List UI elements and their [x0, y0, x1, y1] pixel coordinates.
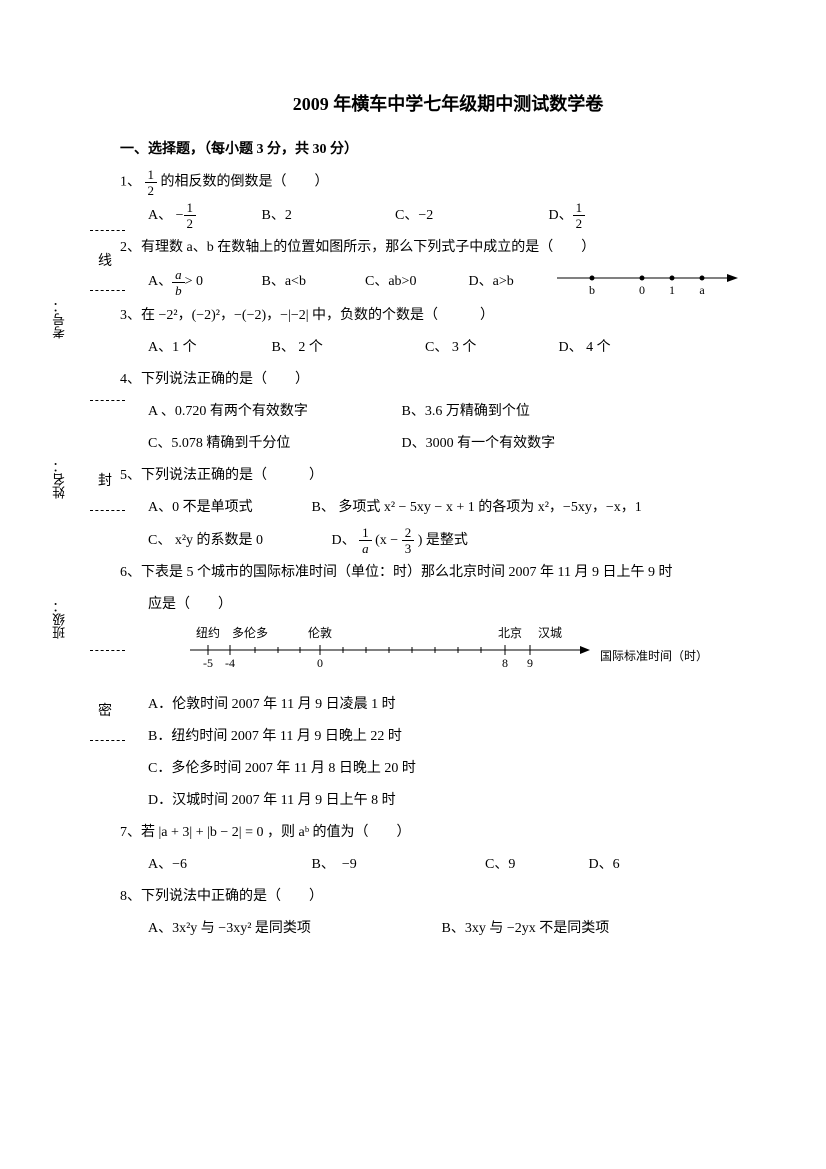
section-1-title: 一、选择题，（每小题 3 分，共 30 分）	[120, 138, 776, 158]
fraction-two-thirds: 23	[402, 526, 415, 555]
svg-text:-5: -5	[203, 656, 213, 670]
q2-stem: 2、有理数 a、b 在数轴上的位置如图所示，那么下列式子中成立的是（ ）	[120, 240, 595, 255]
q5-D-pre: D、	[332, 527, 356, 555]
svg-text:1: 1	[669, 283, 675, 297]
timeline-q6: 纽约 多伦多 伦敦 北京 汉城 -5 -4 0 8	[180, 625, 776, 685]
q8-A: A、3x²y 与 −3xy² 是同类项	[148, 915, 438, 943]
q7-C: C、9	[485, 851, 585, 879]
q2-D: D、a>b	[469, 268, 539, 296]
q5-D-post: ) 是整式	[418, 527, 468, 555]
svg-text:0: 0	[639, 283, 645, 297]
question-7: 7、若 |a + 3| + |b − 2| = 0 ，则 aᵇ 的值为（ ）	[120, 819, 776, 847]
fraction-one-a: 1a	[359, 526, 372, 555]
q6-A: A．伦敦时间 2007 年 11 月 9 日凌晨 1 时	[120, 691, 776, 719]
q7-D: D、6	[589, 851, 620, 879]
q5-B: B、 多项式 x² − 5xy − x + 1 的各项为 x²，−5xy，−x，…	[312, 494, 642, 522]
q1-C: C、−2	[395, 202, 545, 230]
svg-text:多伦多: 多伦多	[232, 625, 268, 640]
q2-A-post: > 0	[185, 268, 203, 296]
svg-text:a: a	[699, 283, 705, 297]
question-4: 4、下列说法正确的是（ ）	[120, 366, 776, 394]
q2-B: B、a<b	[262, 268, 362, 296]
question-3: 3、在 −2²，(−2)²，−(−2)，−|−2| 中，负数的个数是（ ）	[120, 302, 776, 330]
q5-options-row1: A、0 不是单项式 B、 多项式 x² − 5xy − x + 1 的各项为 x…	[120, 494, 776, 522]
q1-stem-pre: 1、	[120, 175, 141, 190]
q3-C: C、 3 个	[425, 334, 555, 362]
q1-B: B、2	[262, 202, 392, 230]
svg-text:9: 9	[527, 656, 533, 670]
q1-stem-post: 的相反数的倒数是（ ）	[161, 175, 329, 190]
q8-B: B、3xy 与 −2yx 不是同类项	[442, 915, 610, 943]
q6-B: B．纽约时间 2007 年 11 月 9 日晚上 22 时	[120, 723, 776, 751]
q5-D-mid: (x −	[375, 527, 398, 555]
svg-text:纽约: 纽约	[196, 625, 220, 640]
q2-C: C、ab>0	[365, 268, 465, 296]
q8-options: A、3x²y 与 −3xy² 是同类项 B、3xy 与 −2yx 不是同类项	[120, 915, 776, 943]
fraction-half-a: 12	[184, 201, 197, 230]
q3-B: B、 2 个	[272, 334, 422, 362]
svg-text:北京: 北京	[498, 626, 522, 640]
svg-text:0: 0	[317, 656, 323, 670]
svg-text:国际标准时间（时）: 国际标准时间（时）	[600, 649, 700, 663]
q6-stem2: 应是（ ）	[120, 591, 776, 619]
exam-title: 2009 年横车中学七年级期中测试数学卷	[120, 90, 776, 116]
q4-B: B、3.6 万精确到个位	[402, 398, 530, 426]
q5-C: C、 x²y 的系数是 0	[148, 527, 328, 555]
q2-A-pre: A、	[148, 268, 172, 296]
q1-D: D、	[549, 202, 573, 230]
question-1: 1、 12 的相反数的倒数是（ ）	[120, 168, 776, 197]
fraction-half: 12	[145, 168, 158, 197]
svg-text:b: b	[589, 283, 595, 297]
question-6: 6、下表是 5 个城市的国际标准时间（单位：时）那么北京时间 2007 年 11…	[120, 559, 776, 587]
svg-text:汉城: 汉城	[538, 626, 562, 640]
q5-A: A、0 不是单项式	[148, 494, 308, 522]
q3-options: A、1 个 B、 2 个 C、 3 个 D、 4 个	[120, 334, 776, 362]
number-line-q2: b 0 1 a	[552, 266, 742, 298]
q7-B: B、 −9	[312, 851, 482, 879]
svg-text:伦敦: 伦敦	[308, 625, 332, 640]
exam-page: 2009 年横车中学七年级期中测试数学卷 一、选择题，（每小题 3 分，共 30…	[0, 0, 826, 987]
q6-D: D．汉城时间 2007 年 11 月 9 日上午 8 时	[120, 787, 776, 815]
fraction-ab: ab	[172, 268, 185, 297]
q3-D: D、 4 个	[559, 334, 611, 362]
question-8: 8、下列说法中正确的是（ ）	[120, 883, 776, 911]
q7-options: A、−6 B、 −9 C、9 D、6	[120, 851, 776, 879]
svg-text:-4: -4	[225, 656, 235, 670]
fraction-half-d: 12	[573, 201, 586, 230]
q6-C: C．多伦多时间 2007 年 11 月 8 日晚上 20 时	[120, 755, 776, 783]
svg-text:8: 8	[502, 656, 508, 670]
q1-options: A、 −12 B、2 C、−2 D、12	[120, 201, 776, 230]
q5-options-row2: C、 x²y 的系数是 0 D、 1a (x − 23 ) 是整式	[120, 526, 776, 555]
question-5: 5、下列说法正确的是（ ）	[120, 462, 776, 490]
q4-options-row2: C、5.078 精确到千分位 D、3000 有一个有效数字	[120, 430, 776, 458]
q4-options-row1: A 、0.720 有两个有效数字 B、3.6 万精确到个位	[120, 398, 776, 426]
q3-stem: 3、在 −2²，(−2)²，−(−2)，−|−2| 中，负数的个数是（ ）	[120, 308, 494, 323]
q2-options: A、ab > 0 B、a<b C、ab>0 D、a>b b 0 1 a	[120, 266, 776, 298]
q4-D: D、3000 有一个有效数字	[402, 430, 556, 458]
q3-A: A、1 个	[148, 334, 268, 362]
q7-A: A、−6	[148, 851, 308, 879]
q4-A: A 、0.720 有两个有效数字	[148, 398, 398, 426]
q1-A: A、 −	[148, 202, 184, 230]
question-2: 2、有理数 a、b 在数轴上的位置如图所示，那么下列式子中成立的是（ ）	[120, 234, 776, 262]
q4-C: C、5.078 精确到千分位	[148, 430, 398, 458]
